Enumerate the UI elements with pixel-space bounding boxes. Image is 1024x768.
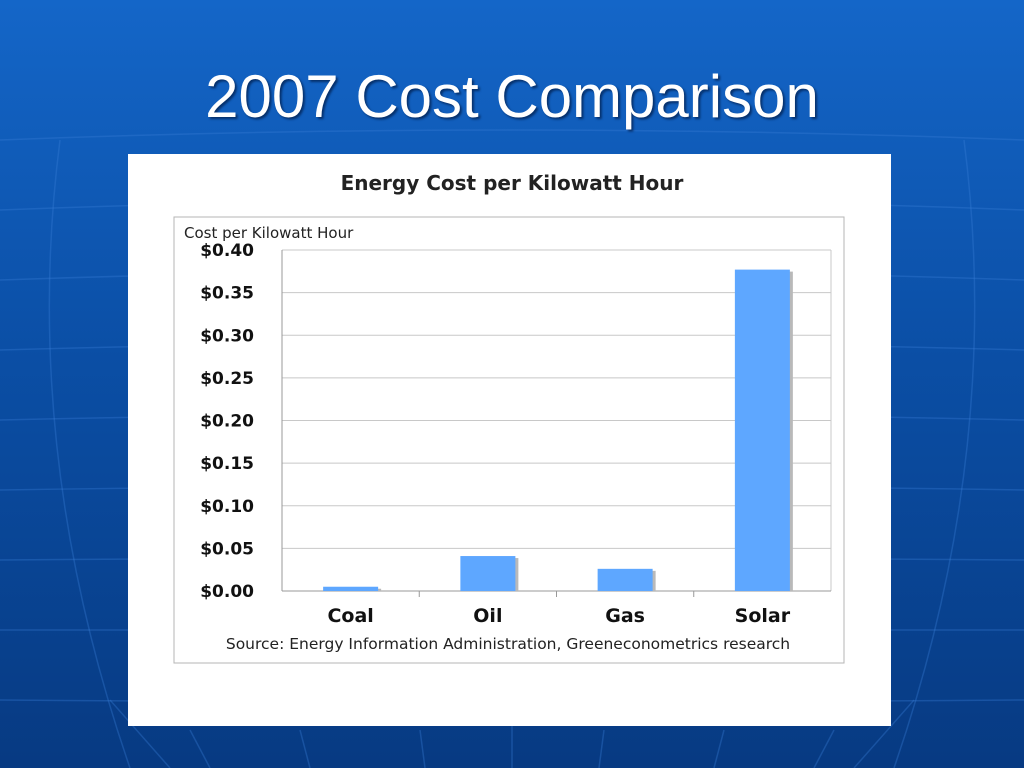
y-tick-label: $0.30: [200, 326, 254, 346]
x-tick-label: Oil: [473, 605, 502, 627]
x-tick-label: Solar: [735, 605, 791, 627]
y-tick-label: $0.10: [200, 497, 254, 517]
y-tick-label: $0.20: [200, 412, 254, 432]
bar-chart: Energy Cost per Kilowatt Hour Cost per K…: [173, 171, 845, 664]
y-tick-label: $0.35: [200, 284, 254, 304]
y-axis-ticks: $0.00 $0.05 $0.10 $0.15 $0.20 $0.25 $0.30 $0.35…: [200, 241, 254, 602]
y-tick-label: $0.40: [200, 241, 254, 261]
bar-gas: [597, 568, 653, 591]
bar-coal: [323, 586, 379, 591]
x-tick-label: Gas: [605, 605, 645, 627]
y-tick-label: $0.15: [200, 454, 254, 474]
y-tick-label: $0.00: [200, 582, 254, 602]
chart-panel: Energy Cost per Kilowatt Hour Cost per K…: [128, 154, 891, 726]
chart-title: Energy Cost per Kilowatt Hour: [341, 171, 684, 195]
slide-title: 2007 Cost Comparison: [205, 63, 819, 130]
y-tick-label: $0.25: [200, 369, 254, 389]
x-axis-ticks: Coal Oil Gas Solar: [327, 605, 790, 627]
bar-oil: [460, 556, 516, 591]
bar-solar: [734, 269, 790, 591]
chart-source: Source: Energy Information Administratio…: [226, 635, 790, 653]
x-tick-label: Coal: [327, 605, 373, 627]
y-axis-label: Cost per Kilowatt Hour: [184, 224, 354, 242]
bars: [323, 269, 793, 591]
y-tick-label: $0.05: [200, 539, 254, 559]
